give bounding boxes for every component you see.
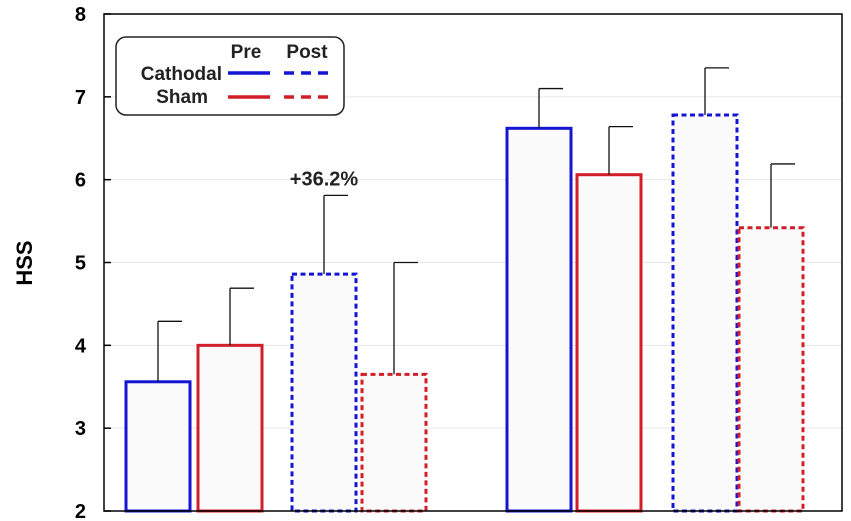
bar-cathodal-post bbox=[290, 272, 358, 513]
y-tick-label: 5 bbox=[75, 253, 86, 275]
legend-col-pre: Pre bbox=[231, 42, 262, 63]
y-tick-label: 3 bbox=[75, 418, 86, 440]
bar-sham-post bbox=[737, 226, 805, 513]
y-tick-label: 6 bbox=[75, 170, 86, 192]
bars bbox=[124, 113, 805, 513]
y-axis-label: HSS bbox=[12, 240, 37, 285]
y-axis-ticks: 2 3 4 5 6 7 8 bbox=[75, 4, 111, 521]
plot-frame bbox=[103, 13, 843, 512]
legend-label-sham: Sham bbox=[156, 87, 208, 108]
y-tick-label: 2 bbox=[75, 501, 86, 521]
y-tick-label: 7 bbox=[75, 87, 86, 109]
percent-change-annotation: +36.2% bbox=[290, 168, 359, 190]
bar-sham-post bbox=[360, 372, 428, 513]
legend-label-cathodal: Cathodal bbox=[141, 64, 222, 85]
y-tick-label: 4 bbox=[75, 335, 87, 357]
bar-sham-pre bbox=[196, 343, 264, 513]
bar-cathodal-pre bbox=[124, 380, 192, 513]
legend: Pre Post Cathodal Sham bbox=[115, 36, 345, 116]
bar-cathodal-post bbox=[671, 113, 739, 513]
bar-cathodal-pre bbox=[505, 126, 573, 513]
bar-sham-pre bbox=[575, 173, 643, 513]
legend-col-post: Post bbox=[286, 42, 328, 63]
error-bars bbox=[157, 67, 795, 382]
y-tick-label: 8 bbox=[75, 4, 86, 26]
